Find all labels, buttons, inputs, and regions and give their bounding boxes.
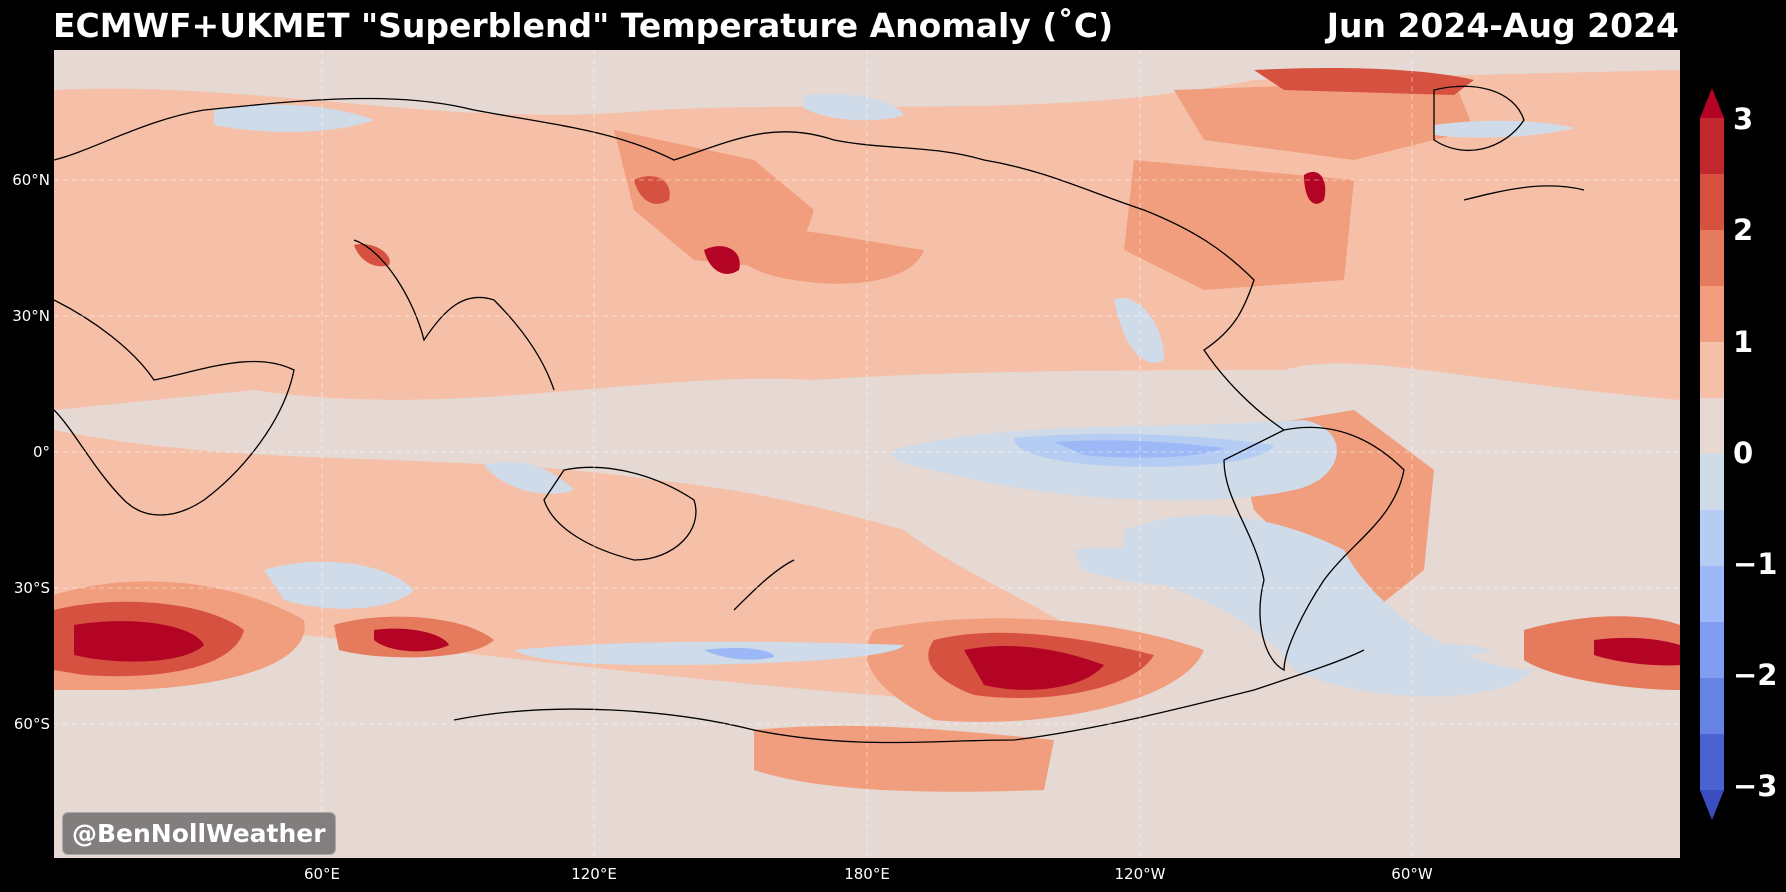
colorbar-bin [1700,734,1724,791]
lon-label-60w: 60°W [1391,865,1433,883]
lat-label-30s: 30°S [13,579,50,597]
colorbar-tick: 0 [1733,436,1754,470]
colorbar-bin [1700,678,1724,735]
colorbar-tick: 2 [1733,213,1754,247]
lat-label-60s: 60°S [13,715,50,733]
colorbar-extend-min [1700,790,1724,820]
colorbar-bin [1700,566,1724,623]
coastlines [54,85,1585,744]
colorbar-bin [1700,398,1724,455]
forecast-period: Jun 2024-Aug 2024 [1326,6,1679,45]
anomaly-field [54,50,1680,858]
graticule [54,50,1680,858]
lon-label-180e: 180°E [844,865,890,883]
colorbar-bin [1700,174,1724,231]
lon-label-120w: 120°W [1114,865,1166,883]
southern-ocean-warm [54,581,1680,792]
map-title: ECMWF+UKMET "Superblend" Temperature Ano… [53,6,1114,45]
watermark-handle: @BenNollWeather [62,812,336,855]
colorbar [1700,88,1724,820]
colorbar-bin [1700,230,1724,287]
colorbar-bin [1700,286,1724,343]
lon-label-60e: 60°E [303,865,341,883]
colorbar-tick: −3 [1733,769,1778,803]
anomaly-map [54,50,1680,858]
lat-label-equator: 0° [32,443,50,461]
colorbar-bin [1700,454,1724,511]
colorbar-extend-max [1700,88,1724,118]
colorbar-bin [1700,342,1724,399]
cool-anomaly-regions [214,93,1574,697]
lon-label-120e: 120°E [571,865,617,883]
colorbar-bin [1700,510,1724,567]
lat-label-30n: 30°N [12,307,50,325]
lat-label-60n: 60°N [12,171,50,189]
colorbar-bin [1700,622,1724,679]
colorbar-tick: −1 [1733,547,1778,581]
colorbar-tick: 3 [1733,102,1754,136]
colorbar-tick: 1 [1733,325,1754,359]
colorbar-tick: −2 [1733,658,1778,692]
colorbar-bin [1700,118,1724,175]
